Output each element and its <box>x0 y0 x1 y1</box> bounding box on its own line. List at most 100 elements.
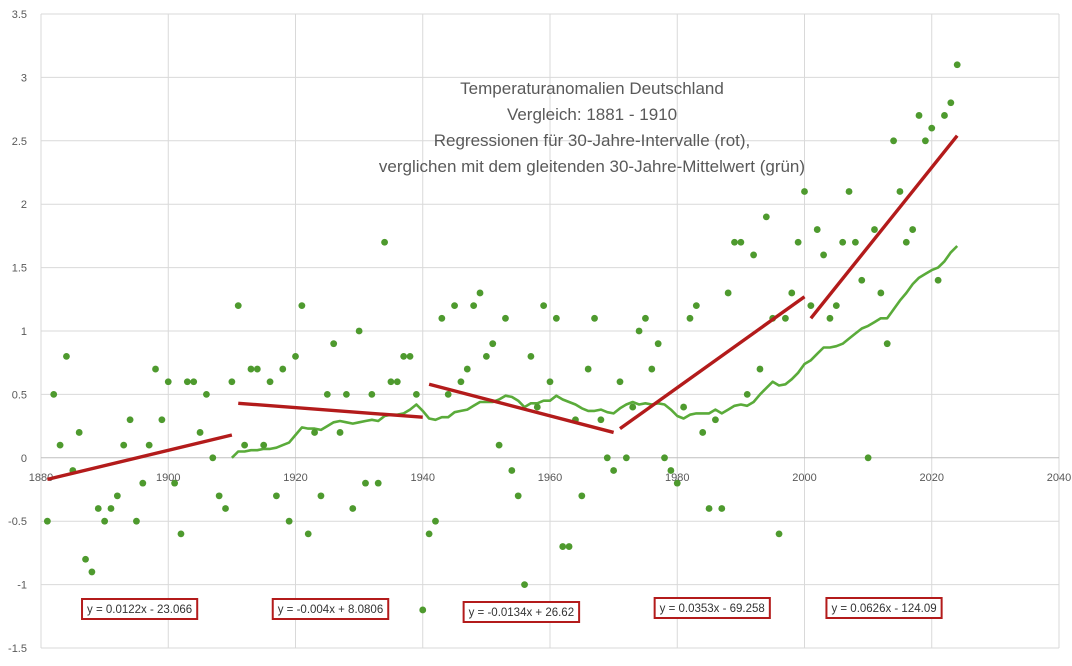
data-point <box>311 429 318 436</box>
data-point <box>171 479 179 487</box>
data-point <box>839 238 847 246</box>
data-point <box>934 276 942 284</box>
data-point <box>591 314 598 322</box>
data-point <box>546 378 554 386</box>
data-point <box>362 479 369 487</box>
data-point <box>731 238 738 246</box>
y-tick-labels: 3.5 3 2.5 2 1.5 1 0.5 0 -0.5 -1 -1.5 <box>8 9 27 655</box>
y-tick-label: -1 <box>17 580 27 592</box>
regression-lines <box>46 134 959 482</box>
data-point <box>215 492 223 500</box>
data-point <box>737 238 745 246</box>
data-point <box>712 416 719 424</box>
data-point <box>489 340 497 348</box>
data-point <box>183 378 191 386</box>
x-tick-label: 2000 <box>792 472 816 484</box>
x-tick-label: 2040 <box>1047 472 1071 484</box>
data-point <box>896 188 904 195</box>
data-point <box>273 492 280 500</box>
data-point <box>565 543 573 550</box>
data-point <box>654 340 662 348</box>
y-tick-label: 0.5 <box>12 389 27 401</box>
equation-box-border <box>271 598 390 620</box>
regression-line <box>618 295 806 431</box>
data-point <box>432 517 439 525</box>
data-point <box>393 378 401 386</box>
regression-line <box>238 401 423 419</box>
data-point <box>419 606 427 614</box>
data-point <box>406 352 414 360</box>
data-point <box>718 505 726 512</box>
data-point <box>699 429 707 436</box>
x-tick-label: 1960 <box>538 472 562 484</box>
data-point <box>705 505 713 512</box>
data-point <box>152 365 159 373</box>
data-point <box>495 441 503 449</box>
data-point <box>63 352 70 360</box>
data-point <box>139 479 147 487</box>
data-point <box>801 188 808 195</box>
data-point <box>616 378 624 386</box>
data-point <box>508 467 516 474</box>
data-point <box>883 340 891 348</box>
data-point <box>444 391 452 398</box>
data-point <box>603 454 611 462</box>
data-point <box>126 416 134 424</box>
data-point <box>228 378 236 386</box>
data-point <box>133 517 140 525</box>
equation-box-border <box>825 597 943 619</box>
regression-line <box>428 382 615 435</box>
data-point <box>559 543 567 550</box>
y-tick-label: 1.5 <box>12 263 27 275</box>
data-point <box>50 391 58 398</box>
data-point <box>222 505 229 512</box>
data-point <box>107 505 115 512</box>
data-point <box>578 492 586 500</box>
regression-equation-box: y = 0.0626x - 124.09 <box>825 597 943 619</box>
data-point <box>343 391 350 398</box>
data-point <box>145 441 153 449</box>
data-point <box>247 365 255 373</box>
data-point <box>75 429 83 436</box>
data-point <box>552 314 560 322</box>
data-point <box>584 365 592 373</box>
data-point <box>832 302 840 310</box>
data-point <box>317 492 325 500</box>
data-point <box>336 429 344 436</box>
x-tick-label: 1880 <box>29 472 53 484</box>
title-line-3: Regressionen für 30-Jahre-Intervalle (ro… <box>434 131 751 150</box>
equation-box-border <box>653 597 771 619</box>
data-point <box>673 479 681 487</box>
y-tick-label: 3 <box>21 72 27 84</box>
regression-equation: y = 0.0353x - 69.258 <box>660 603 765 615</box>
data-point <box>724 289 732 297</box>
regression-equation-box: y = 0.0353x - 69.258 <box>653 597 771 619</box>
data-point <box>858 276 866 284</box>
chart-title: Temperaturanomalien Deutschland Vergleic… <box>379 79 805 176</box>
data-point <box>400 352 408 360</box>
regression-equation: y = 0.0626x - 124.09 <box>831 603 936 615</box>
x-tick-label: 1940 <box>411 472 435 484</box>
data-point <box>463 365 471 373</box>
data-point <box>470 302 478 310</box>
data-point <box>387 378 395 386</box>
data-point <box>94 505 102 512</box>
data-point <box>775 530 783 538</box>
data-point <box>368 391 376 398</box>
data-point <box>915 112 923 119</box>
data-point <box>941 112 948 119</box>
data-point <box>203 391 210 398</box>
data-point <box>412 391 420 398</box>
data-point <box>304 530 312 538</box>
data-point <box>750 251 757 259</box>
data-point <box>902 238 910 246</box>
data-point <box>209 454 217 462</box>
title-line-1: Temperaturanomalien Deutschland <box>460 79 724 98</box>
data-point <box>762 213 770 221</box>
data-point <box>813 226 821 233</box>
data-point <box>292 352 299 360</box>
data-point <box>667 467 675 474</box>
data-point <box>482 352 490 360</box>
